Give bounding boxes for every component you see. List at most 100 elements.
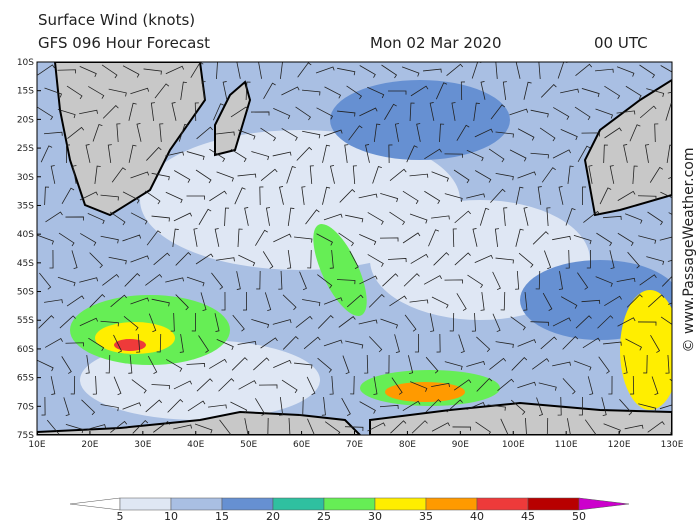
wind-barb [267,417,269,435]
wind-barb [416,123,421,142]
wind-barb [37,106,54,121]
wind-barb [517,381,537,389]
colorbar-segment [323,497,376,511]
wind-barb [490,188,506,203]
wind-barb [253,357,270,371]
wind-barb [617,232,634,247]
wind-barb [65,424,84,434]
wind-barb [213,103,225,121]
wind-barb [466,401,486,410]
wind-barb [302,89,321,96]
wind-barb [122,234,142,242]
wind-barb [339,188,356,203]
wind-barb [489,357,507,370]
wind-barb [145,399,162,413]
wind-barb [402,400,421,412]
wind-barb [67,126,85,139]
wind-barb [456,293,467,311]
wind-barb [165,277,184,283]
wind-barb [167,399,184,413]
wind-barb [557,396,562,416]
wind-barb [39,272,52,290]
wind-barb [295,106,311,121]
wind-barb [409,102,415,122]
wind-barb [236,62,241,79]
wind-barb [651,376,659,396]
wind-barb [100,235,119,244]
wind-barb [609,250,615,269]
wind-barb [87,424,107,430]
wind-barb [349,250,359,269]
wind-barb [515,270,520,290]
wind-barb [153,252,170,266]
wind-barb [92,375,97,395]
wind-barb [113,376,122,396]
wind-barb [577,272,589,290]
wind-barb [449,312,455,332]
wind-zone [313,224,367,316]
wind-barb [150,102,155,121]
wind-barb [537,186,542,205]
wind-barb [165,151,184,157]
wind-barb [492,271,501,291]
wind-barb [515,228,524,247]
wind-barb [359,275,378,285]
wind-barb [582,186,587,206]
wind-barb [337,110,356,117]
wind-barb [214,313,220,332]
wind-barb [385,354,390,374]
wind-barb [538,382,557,391]
wind-barb [479,207,490,226]
wind-barb [602,215,622,220]
wind-barb [492,313,501,333]
wind-barb [258,384,278,389]
colorbar-segment [527,497,580,511]
wind-barb [323,297,343,305]
wind-barb [147,355,158,374]
wind-barb [389,211,406,226]
wind-barb [552,235,571,241]
wind-barb [639,105,657,119]
wind-barb [306,376,316,396]
wind-barb [515,186,524,205]
wind-barb [89,252,103,269]
wind-barb [346,85,362,100]
wind-barb [575,63,593,76]
wind-barb [79,66,97,78]
wind-barb [299,271,307,291]
wind-barb [467,274,484,289]
wind-barb [387,258,407,263]
wind-barb [273,359,292,369]
wind-barb [44,186,50,206]
lat-label: 30S [17,173,34,183]
wind-barb [145,273,163,286]
wind-barb [302,299,321,307]
lat-label: 15S [17,87,34,97]
wind-barb [102,105,119,119]
wind-barb [88,86,105,99]
wind-barb [488,148,505,163]
wind-barb [382,273,399,287]
wind-barb [649,166,664,183]
wind-barb [132,419,149,434]
wind-barb [391,377,403,395]
wind-barb [244,418,249,435]
wind-barb [307,418,315,435]
wind-barb [474,254,494,264]
wind-barb [425,356,439,374]
wind-barb [305,209,320,225]
wind-barb [296,146,313,161]
wind-barb [46,419,60,435]
lon-label: 60E [293,440,310,450]
wind-barb [373,376,378,395]
wind-barb [567,418,571,435]
lat-axis: 10S 15S 20S 25S 30S 35S 40S 45S 50S 55S 60S 65S 70S 7… [17,58,41,441]
australia [583,78,672,217]
wind-barb [346,294,364,308]
wind-barb [379,237,399,242]
wind-barb [209,358,227,369]
wind-barb [431,171,449,182]
wind-barb [110,294,127,308]
wind-barb [454,252,471,266]
colorbar: 5 10 15 20 25 30 35 40 45 50 [69,497,630,523]
